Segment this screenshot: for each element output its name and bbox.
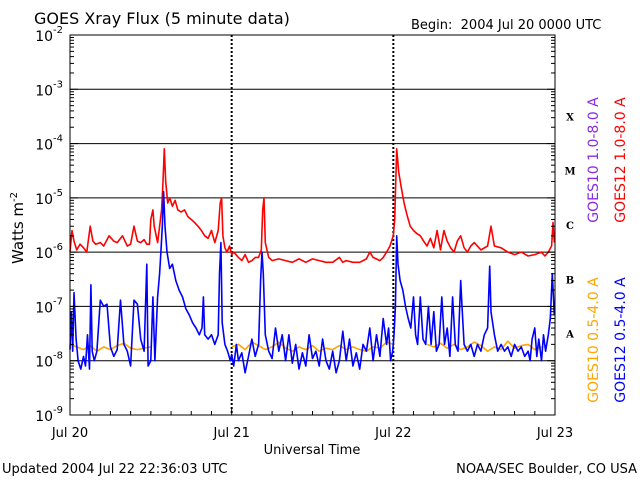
updated-label: Updated 2004 Jul 22 22:36:03 UTC (2, 462, 227, 477)
y-tick-exp: -5 (53, 188, 63, 199)
y-tick-base: 10 (35, 246, 53, 262)
svg-text:Watts m-2: Watts m-2 (9, 192, 27, 264)
y-tick-label: 10-5 (35, 188, 63, 208)
series-goes12-0-5-4-0-a (69, 190, 556, 374)
x-tick-label: Jul 22 (374, 426, 411, 441)
flare-class-x: X (566, 112, 574, 123)
legend-goes12-0-5-4-0-a: GOES12 0.5-4.0 A (613, 277, 629, 403)
series-goes12-1-0-8-0-a (69, 148, 556, 264)
y-tick-label: 10-9 (35, 405, 63, 425)
y-tick-base: 10 (35, 29, 53, 45)
x-tick-label: Jul 20 (51, 426, 88, 441)
credit-label: NOAA/SEC Boulder, CO USA (456, 462, 637, 477)
y-tick-exp: -2 (53, 25, 63, 36)
flare-class-m: M (564, 167, 575, 178)
y-tick-label: 10-8 (35, 351, 63, 371)
y-tick-label: 10-6 (35, 242, 63, 262)
flare-class-a: A (565, 330, 574, 341)
flare-class-b: B (566, 275, 574, 286)
y-tick-exp: -6 (53, 242, 63, 253)
legend: GOES10 1.0-8.0 A GOES12 1.0-8.0 A GOES10 0… (586, 97, 629, 403)
chart-title: GOES Xray Flux (5 minute data) (34, 9, 290, 28)
series-layer (69, 148, 556, 374)
legend-goes10-1-0-8-0-a: GOES10 1.0-8.0 A (586, 97, 602, 223)
y-tick-base: 10 (35, 83, 53, 99)
x-tick-label: Jul 21 (212, 426, 249, 441)
y-tick-base: 10 (35, 409, 53, 425)
y-tick-base: 10 (35, 138, 53, 154)
y-tick-label: 10-7 (35, 296, 63, 316)
y-tick-base: 10 (35, 355, 53, 371)
y-tick-exp: -3 (53, 79, 63, 90)
y-axis-ticks: 10-210-310-410-510-610-710-810-9 (35, 25, 555, 425)
y-tick-base: 10 (35, 300, 53, 316)
flare-class-labels: X M C B A (564, 112, 575, 340)
begin-label: Begin: 2004 Jul 20 0000 UTC (411, 18, 601, 33)
y-tick-exp: -7 (53, 296, 63, 307)
y-tick-base: 10 (35, 192, 53, 208)
y-tick-exp: -9 (53, 405, 63, 416)
x-axis-label: Universal Time (264, 443, 361, 458)
y-axis-label-sup: -2 (9, 192, 20, 202)
y-tick-exp: -4 (53, 134, 63, 145)
y-tick-exp: -8 (53, 351, 63, 362)
flare-class-c: C (566, 221, 574, 232)
y-axis-label: Watts m-2 (9, 192, 27, 264)
x-axis-ticks: Jul 20 Jul 21 Jul 22 Jul 23 (51, 407, 573, 441)
y-tick-label: 10-3 (35, 79, 63, 99)
y-tick-label: 10-2 (35, 25, 63, 45)
legend-goes12-1-0-8-0-a: GOES12 1.0-8.0 A (613, 97, 629, 223)
y-tick-label: 10-4 (35, 134, 63, 154)
legend-goes10-0-5-4-0-a: GOES10 0.5-4.0 A (586, 277, 602, 403)
x-tick-label: Jul 23 (536, 426, 573, 441)
y-axis-label-text: Watts m (9, 202, 27, 264)
